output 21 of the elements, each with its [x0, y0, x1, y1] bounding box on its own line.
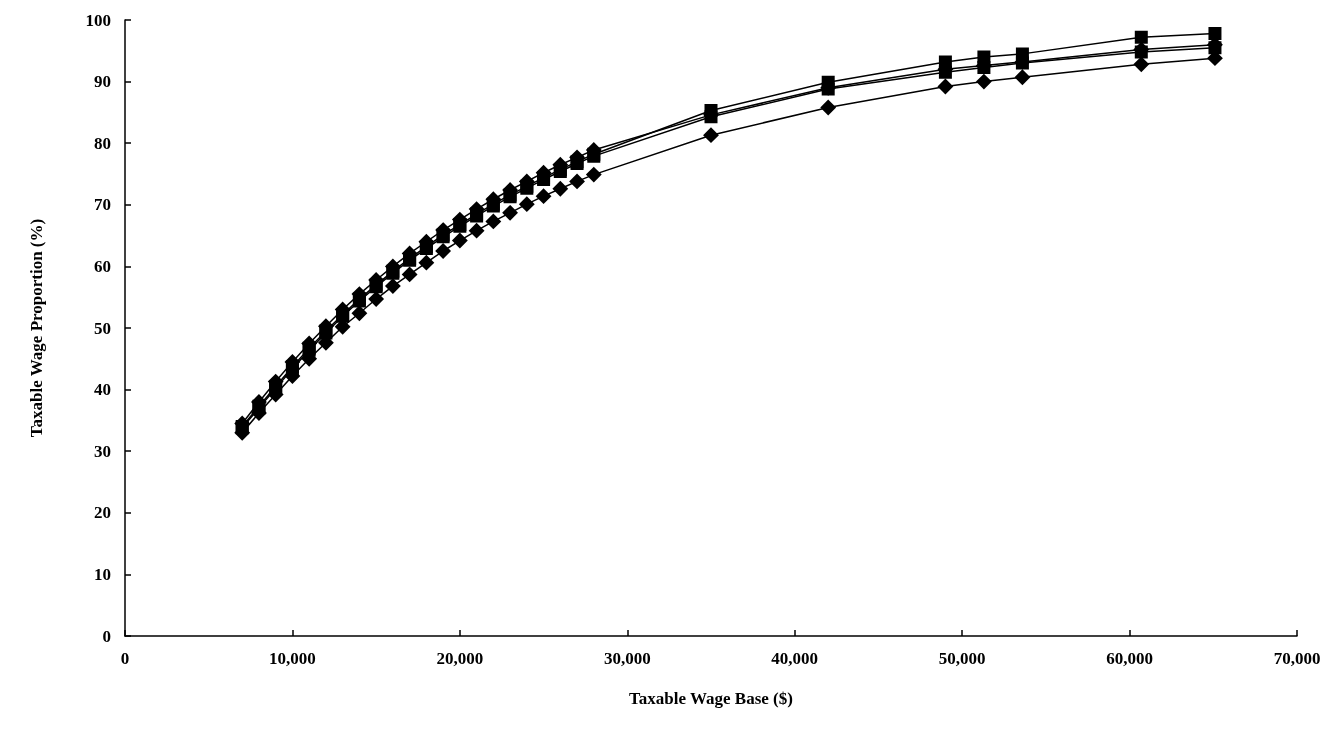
y-tick-label: 0	[102, 626, 111, 646]
x-axis-title: Taxable Wage Base ($)	[629, 689, 793, 708]
x-tick-label: 70,000	[1273, 649, 1321, 668]
y-tick-label: 70	[94, 195, 111, 215]
y-tick-label: 90	[94, 72, 111, 92]
x-tick-label: 60,000	[1106, 649, 1153, 668]
y-tick-label: 80	[94, 133, 111, 153]
y-tick-label: 30	[94, 441, 111, 461]
x-tick-label: 30,000	[603, 649, 651, 668]
y-tick-label: 50	[94, 318, 111, 338]
y-axis-title: Taxable Wage Proportion (%)	[27, 218, 46, 438]
y-tick-label: 60	[94, 256, 111, 276]
y-tick-label: 10	[94, 564, 111, 584]
x-tick-label: 10,000	[269, 649, 316, 668]
y-tick-label: 40	[94, 380, 111, 400]
x-tick-label: 50,000	[938, 649, 986, 668]
x-tick-label: 20,000	[436, 649, 484, 668]
y-tick-label: 20	[94, 503, 111, 523]
y-tick-label: 100	[85, 10, 111, 30]
x-tick-label: 0	[120, 649, 130, 668]
x-tick-label: 40,000	[771, 649, 819, 668]
